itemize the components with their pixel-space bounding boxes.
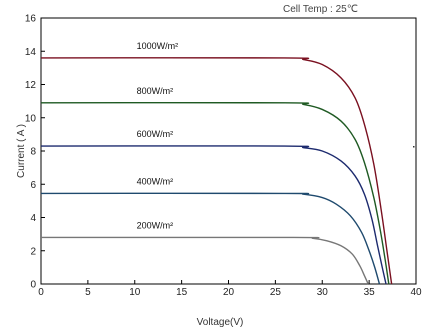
series-line (40, 101, 390, 285)
y-tick-label: 12 (25, 80, 37, 91)
y-axis-title: Current ( A ) (16, 124, 27, 178)
x-axis-title: Voltage(V) (197, 317, 244, 328)
y-tick-label: 10 (25, 113, 37, 124)
series-line (40, 236, 369, 285)
y-tick-label: 8 (30, 147, 36, 158)
series-line (40, 192, 381, 285)
x-tick-label: 40 (410, 287, 422, 298)
edge-mark (413, 146, 415, 148)
series-line (40, 145, 387, 285)
y-tick-label: 2 (30, 246, 36, 257)
y-tick-label: 16 (25, 14, 37, 25)
series-label: 600W/m² (137, 129, 174, 139)
x-tick-label: 5 (85, 287, 91, 298)
x-axis-ticks: 0 5 10 15 20 25 30 35 40 (38, 280, 422, 298)
x-tick-label: 10 (129, 287, 141, 298)
series-lines (40, 57, 393, 285)
series-label: 800W/m² (137, 86, 174, 96)
x-tick-label: 25 (270, 287, 282, 298)
y-tick-label: 0 (30, 280, 36, 291)
series-label: 1000W/m² (137, 41, 179, 51)
series-labels: 1000W/m² 800W/m² 600W/m² 400W/m² 200W/m² (137, 41, 179, 231)
series-line (40, 57, 393, 285)
x-tick-label: 35 (364, 287, 376, 298)
x-tick-label: 15 (176, 287, 188, 298)
series-label: 400W/m² (137, 176, 174, 186)
chart-title: Cell Temp : 25℃ (283, 4, 358, 15)
x-tick-label: 0 (38, 287, 44, 298)
y-axis-ticks: 0 2 4 6 8 10 12 14 16 (25, 14, 45, 291)
y-tick-label: 6 (30, 180, 36, 191)
x-tick-label: 30 (317, 287, 329, 298)
y-tick-label: 14 (25, 47, 37, 58)
series-label: 200W/m² (137, 220, 174, 230)
x-tick-label: 20 (223, 287, 235, 298)
y-tick-label: 4 (30, 213, 36, 224)
